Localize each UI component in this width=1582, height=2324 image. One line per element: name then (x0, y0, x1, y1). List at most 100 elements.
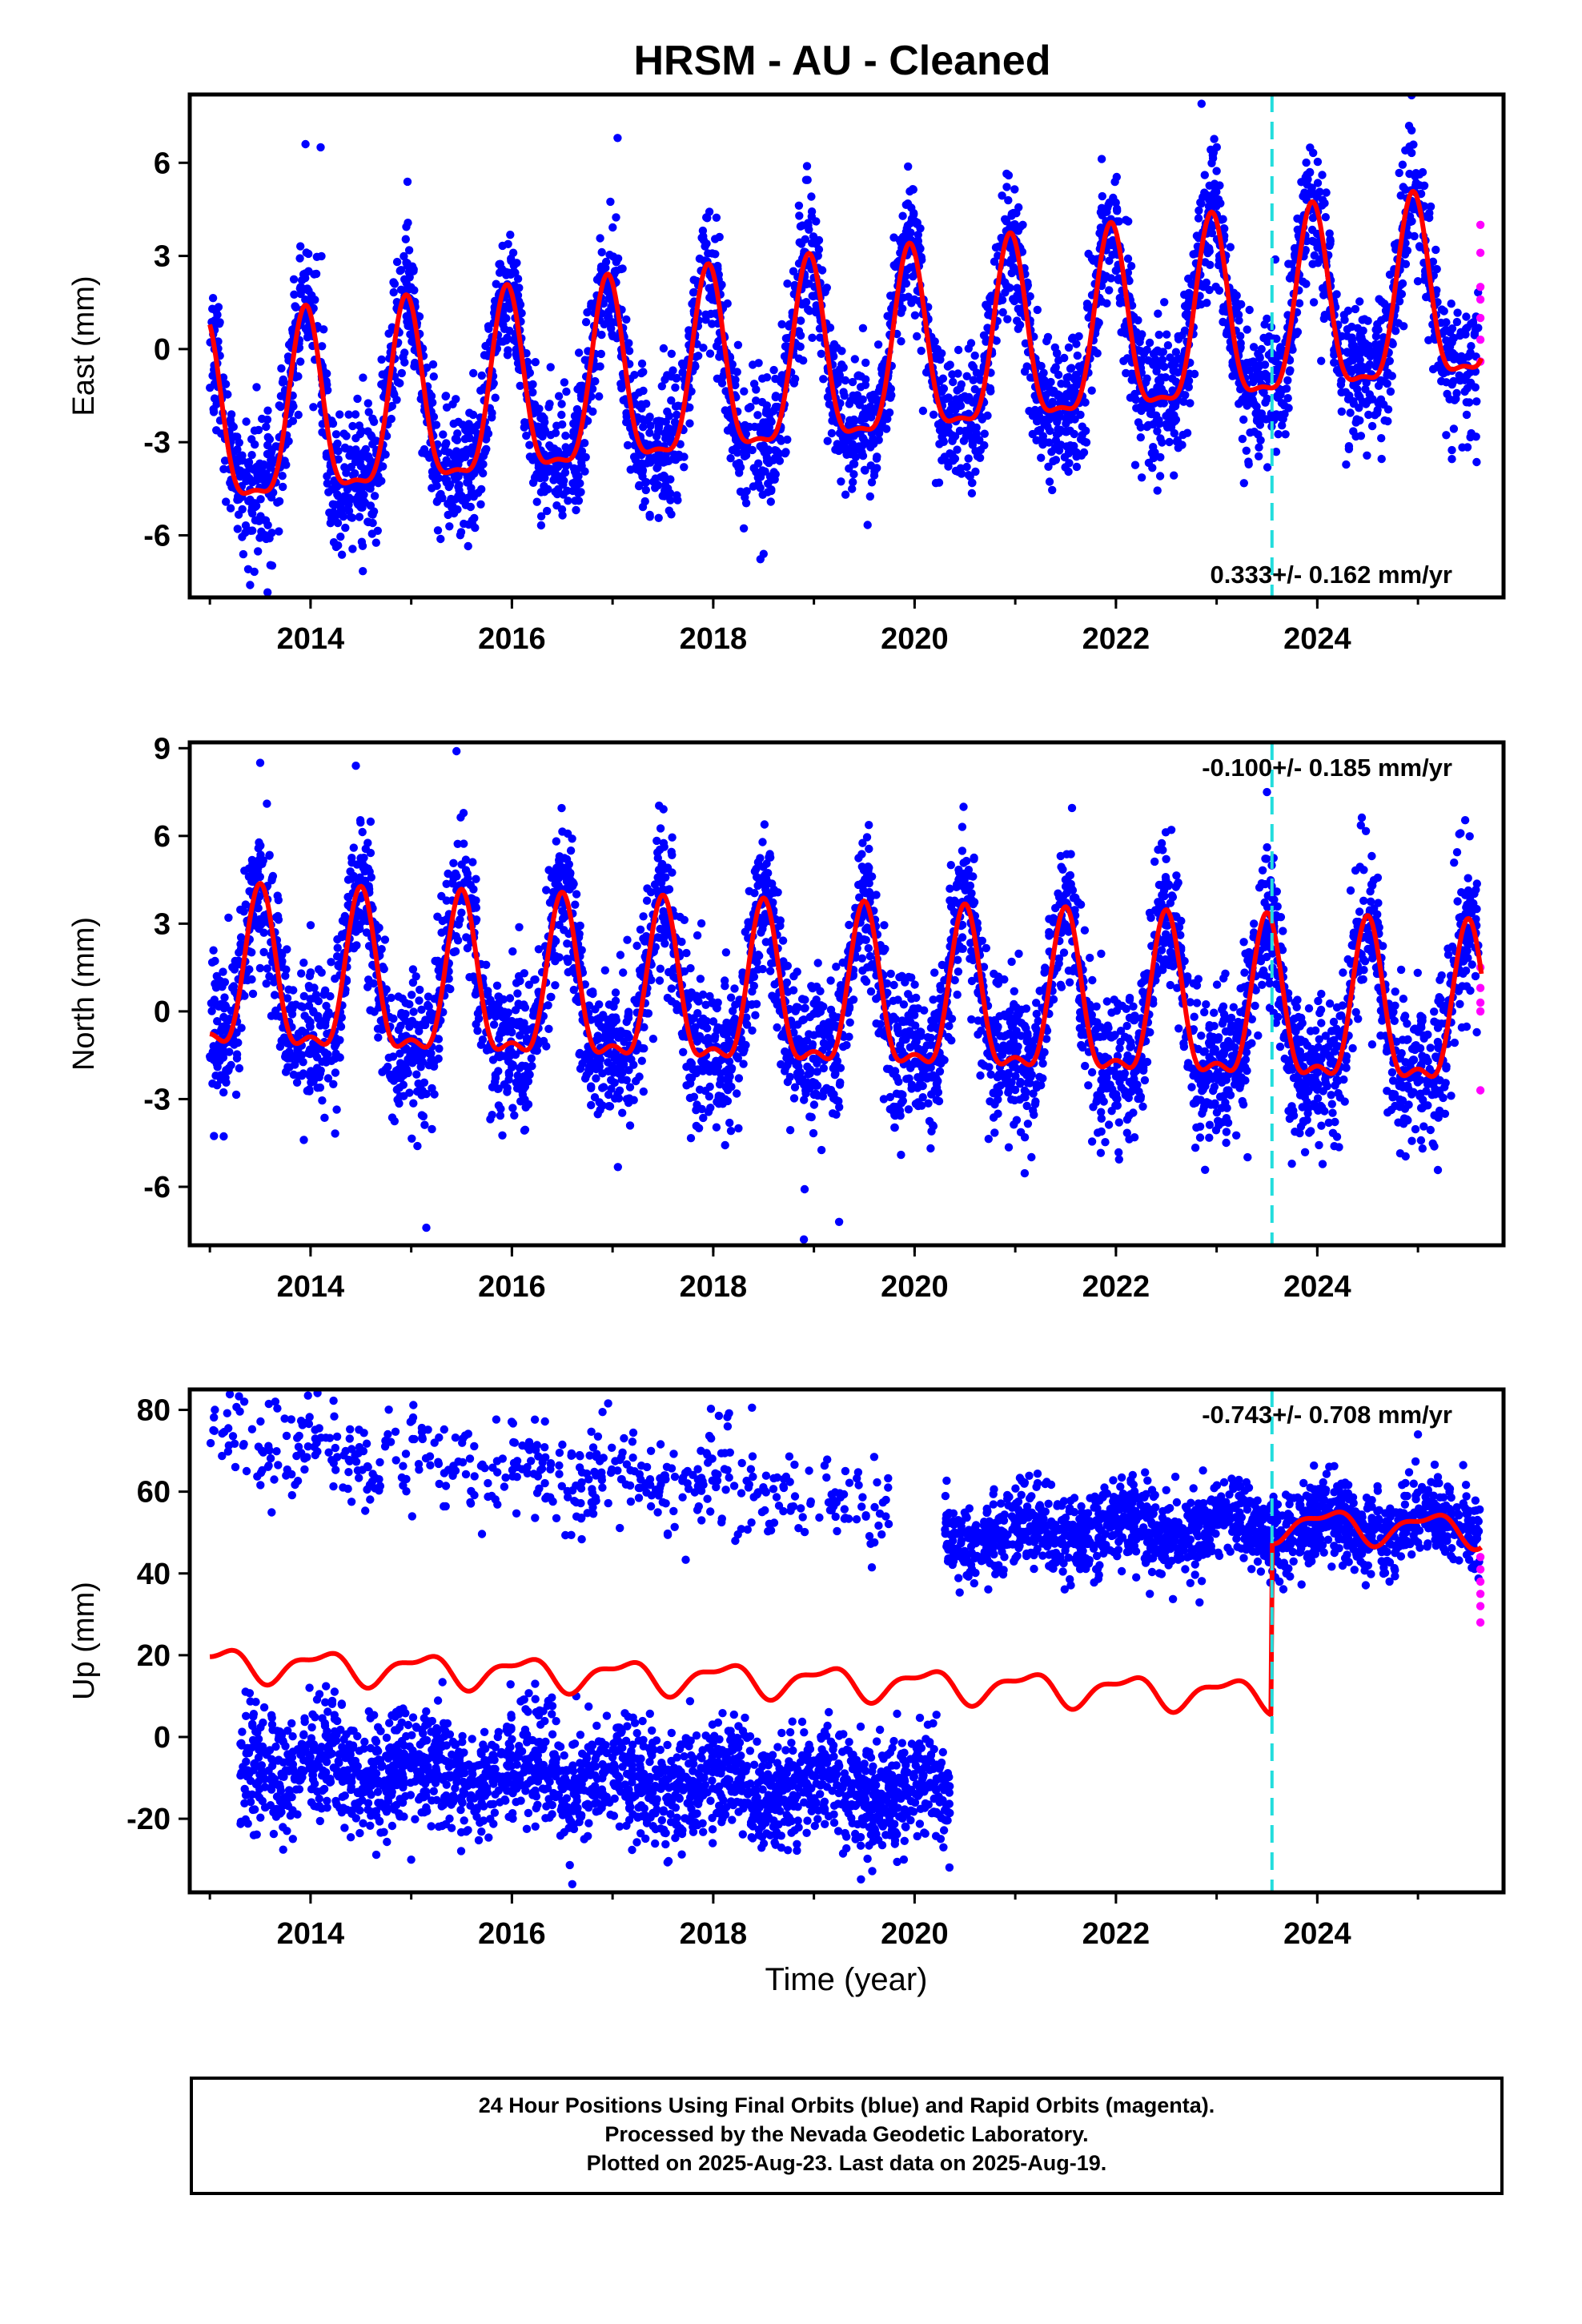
final-orbit-point (794, 201, 804, 210)
final-orbit-point (904, 162, 913, 171)
final-orbit-point (479, 460, 488, 468)
final-orbit-point (1321, 1031, 1331, 1040)
final-orbit-point (266, 561, 275, 569)
final-orbit-point (1239, 415, 1248, 424)
final-orbit-point (1098, 191, 1107, 201)
final-orbit-point (1123, 254, 1133, 263)
final-orbit-point (1153, 346, 1162, 355)
final-orbit-point (1287, 259, 1296, 268)
final-orbit-point (291, 302, 299, 311)
final-orbit-point (618, 264, 627, 273)
final-orbit-point (400, 251, 408, 261)
final-orbit-point (1377, 454, 1386, 464)
final-orbit-point (1162, 412, 1170, 420)
final-orbit-point (1170, 356, 1180, 365)
final-orbit-point (1413, 277, 1423, 286)
final-orbit-point (1458, 443, 1467, 452)
final-orbit-point (673, 410, 681, 420)
rapid-orbit-point (1476, 336, 1485, 344)
final-orbit-point (653, 480, 663, 490)
final-orbit-point (1432, 264, 1441, 274)
final-orbit-point (1450, 1038, 1460, 1047)
final-orbit-point (1293, 328, 1303, 336)
final-orbit-point (1314, 259, 1323, 267)
final-orbit-point (1344, 444, 1354, 453)
final-orbit-point (1226, 243, 1235, 251)
final-orbit-point (1161, 373, 1170, 382)
final-orbit-point (1209, 1086, 1218, 1096)
final-orbit-point (667, 396, 676, 405)
final-orbit-point (833, 440, 842, 448)
final-orbit-point (1044, 462, 1053, 471)
final-orbit-point (1284, 404, 1293, 412)
final-orbit-point (1050, 365, 1059, 374)
y-tick-label: 6 (154, 147, 171, 180)
final-orbit-point (759, 418, 768, 427)
final-orbit-point (1281, 430, 1290, 439)
final-orbit-point (660, 472, 669, 482)
final-orbit-point (1074, 362, 1084, 371)
final-orbit-point (506, 231, 515, 239)
final-orbit-point (258, 462, 267, 471)
final-orbit-point (536, 521, 546, 530)
final-orbit-point (267, 601, 275, 609)
final-orbit-point (1064, 467, 1073, 476)
final-orbit-point (645, 513, 654, 521)
final-orbit-point (604, 294, 613, 303)
final-orbit-point (294, 410, 303, 420)
final-orbit-point (238, 451, 247, 460)
final-orbit-point (1096, 223, 1106, 232)
final-orbit-point (841, 376, 850, 385)
final-orbit-point (301, 295, 310, 304)
final-orbit-point (466, 502, 475, 512)
final-orbit-point (1136, 433, 1146, 442)
final-orbit-point (1122, 215, 1130, 224)
final-orbit-point (881, 411, 891, 420)
final-orbit-point (357, 427, 366, 436)
final-orbit-point (1261, 398, 1270, 407)
final-orbit-point (363, 427, 372, 436)
final-orbit-point (1453, 897, 1462, 906)
final-orbit-point (759, 549, 768, 558)
final-orbit-point (1456, 331, 1464, 340)
final-orbit-point (451, 434, 460, 444)
final-orbit-point (968, 478, 977, 488)
final-orbit-point (1049, 456, 1058, 466)
final-orbit-point (1263, 463, 1272, 472)
final-orbit-point (1371, 332, 1381, 341)
final-orbit-point (333, 518, 343, 528)
final-orbit-point (1040, 420, 1049, 429)
final-orbit-point (1138, 330, 1146, 339)
final-orbit-point (1447, 455, 1456, 464)
final-orbit-point (670, 418, 680, 427)
final-orbit-point (554, 392, 564, 400)
final-orbit-point (1013, 316, 1022, 325)
final-orbit-point (226, 416, 235, 424)
final-orbit-point (1200, 171, 1210, 179)
final-orbit-point (656, 824, 665, 833)
final-orbit-point (432, 420, 441, 429)
final-orbit-point (666, 496, 675, 505)
final-orbit-point (1241, 366, 1250, 375)
final-orbit-point (1463, 370, 1472, 380)
final-orbit-point (496, 337, 505, 346)
final-orbit-point (645, 455, 654, 464)
final-orbit-point (1054, 409, 1064, 418)
final-orbit-point (1022, 1004, 1031, 1013)
final-orbit-point (731, 380, 740, 390)
final-orbit-point (557, 400, 566, 408)
final-orbit-point (1283, 376, 1292, 385)
final-orbit-point (632, 462, 641, 471)
final-orbit-point (1182, 380, 1192, 388)
final-orbit-point (215, 320, 224, 328)
final-orbit-point (511, 268, 520, 277)
final-orbit-point (1464, 352, 1472, 361)
final-orbit-point (729, 428, 738, 438)
final-orbit-point (436, 534, 445, 544)
final-orbit-point (498, 1131, 507, 1140)
final-orbit-point (209, 404, 218, 414)
final-orbit-point (1115, 299, 1125, 308)
final-orbit-point (1163, 423, 1172, 432)
final-orbit-point (210, 379, 219, 388)
final-orbit-point (714, 337, 723, 346)
